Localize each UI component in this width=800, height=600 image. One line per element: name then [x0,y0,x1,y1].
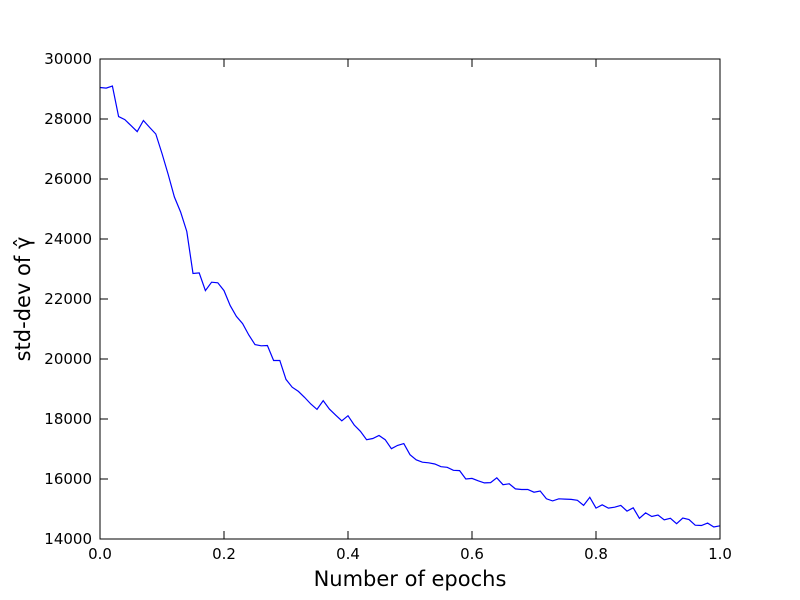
y-tick-label: 18000 [44,410,92,428]
y-tick-label: 16000 [44,470,92,488]
y-tick-label: 26000 [44,170,92,188]
x-tick-label: 1.0 [708,545,732,563]
x-tick-label: 0.8 [584,545,608,563]
x-tick-label: 0.2 [212,545,236,563]
x-tick-label: 0.4 [336,545,360,563]
data-line [99,85,721,528]
y-tick-label: 30000 [44,50,92,68]
y-tick-label: 24000 [44,230,92,248]
y-tick-label: 14000 [44,530,92,548]
x-axis-label: Number of epochs [314,567,507,591]
y-tick-label: 20000 [44,350,92,368]
y-tick-label: 22000 [44,290,92,308]
x-tick-label: 0.0 [88,545,112,563]
plot-frame [99,58,721,540]
y-tick-label: 28000 [44,110,92,128]
x-tick-label: 0.6 [460,545,484,563]
y-axis-label: std-dev of γ̂ [11,237,35,362]
